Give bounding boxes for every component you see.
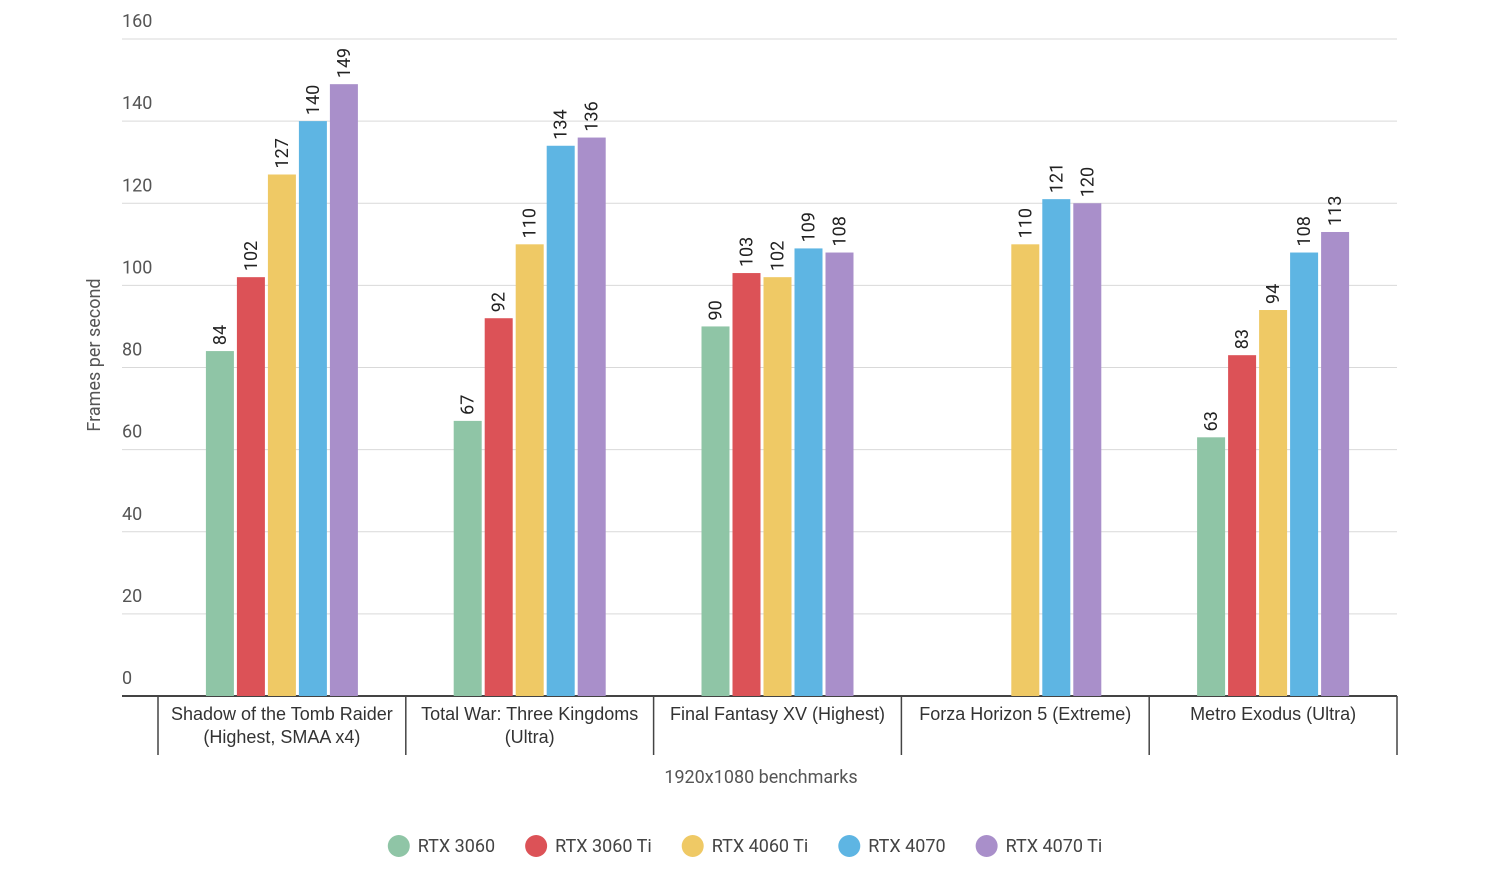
x-tick-label: Final Fantasy XV (Highest) [669, 704, 886, 724]
bar [1228, 355, 1257, 696]
bar [1321, 231, 1350, 696]
data-label: 120 [1077, 167, 1098, 197]
bar [546, 145, 575, 696]
data-label: 134 [551, 109, 572, 139]
x-tick-label: Shadow of the Tomb Raider (Highest, SMAA… [170, 704, 393, 747]
data-label: 92 [489, 292, 510, 312]
y-tick-label: 100 [122, 257, 152, 278]
bar [205, 351, 234, 696]
bar [1259, 310, 1288, 696]
y-tick-label: 60 [122, 422, 142, 443]
y-tick-label: 40 [122, 504, 142, 525]
data-label: 109 [799, 212, 820, 242]
legend-label: RTX 3060 Ti [555, 836, 652, 857]
legend-label: RTX 4070 Ti [1006, 836, 1103, 857]
x-tick-label: Metro Exodus (Ultra) [1190, 704, 1357, 724]
y-tick-label: 80 [122, 340, 142, 361]
bar [1197, 437, 1226, 696]
data-label: 84 [210, 325, 231, 345]
bar [236, 277, 265, 696]
y-tick-label: 140 [122, 93, 152, 114]
data-label: 136 [582, 101, 603, 131]
data-label: 127 [272, 138, 293, 168]
data-label: 102 [768, 241, 789, 271]
data-label: 113 [1325, 196, 1346, 226]
data-label: 67 [458, 395, 479, 415]
legend-marker [975, 835, 998, 857]
data-label: 108 [1294, 216, 1315, 246]
legend-marker [387, 835, 410, 857]
x-tick-label: Forza Horizon 5 (Extreme) [919, 704, 1132, 724]
bar [1290, 252, 1319, 696]
y-tick-label: 120 [122, 175, 152, 196]
bar [794, 248, 823, 696]
bar [453, 420, 482, 696]
x-tick-label: Total War: Three Kingdoms (Ultra) [421, 704, 639, 747]
bar [732, 273, 761, 696]
data-label: 102 [241, 241, 262, 271]
data-label: 103 [737, 237, 758, 267]
bar [1073, 203, 1102, 696]
y-tick-label: 0 [122, 668, 132, 689]
y-axis-title: Frames per second [84, 278, 105, 431]
data-label: 110 [520, 208, 541, 238]
bar [515, 244, 544, 696]
legend-marker [525, 835, 548, 857]
data-label: 140 [303, 85, 324, 115]
bar [484, 318, 513, 696]
bar [701, 326, 730, 696]
legend-label: RTX 3060 [418, 836, 495, 857]
bar [577, 137, 606, 697]
bar [267, 174, 296, 697]
y-tick-label: 20 [122, 586, 142, 607]
legend-marker [838, 835, 861, 857]
data-label: 90 [706, 300, 727, 320]
bar [298, 121, 327, 696]
bar [1042, 199, 1071, 697]
legend-marker [681, 835, 704, 857]
y-tick-label: 160 [122, 11, 152, 32]
bar [825, 252, 854, 696]
data-label: 149 [334, 48, 355, 78]
x-axis-title: 1920x1080 benchmarks [664, 767, 857, 788]
data-label: 108 [830, 216, 851, 246]
bar [763, 277, 792, 696]
data-label: 83 [1232, 329, 1253, 349]
data-label: 63 [1201, 411, 1222, 431]
legend-label: RTX 4060 Ti [712, 836, 809, 857]
data-label: 110 [1015, 208, 1036, 238]
data-label: 94 [1263, 284, 1284, 304]
bar [329, 84, 358, 696]
legend-label: RTX 4070 [868, 836, 945, 857]
data-label: 121 [1046, 163, 1067, 193]
bar [1011, 244, 1040, 696]
